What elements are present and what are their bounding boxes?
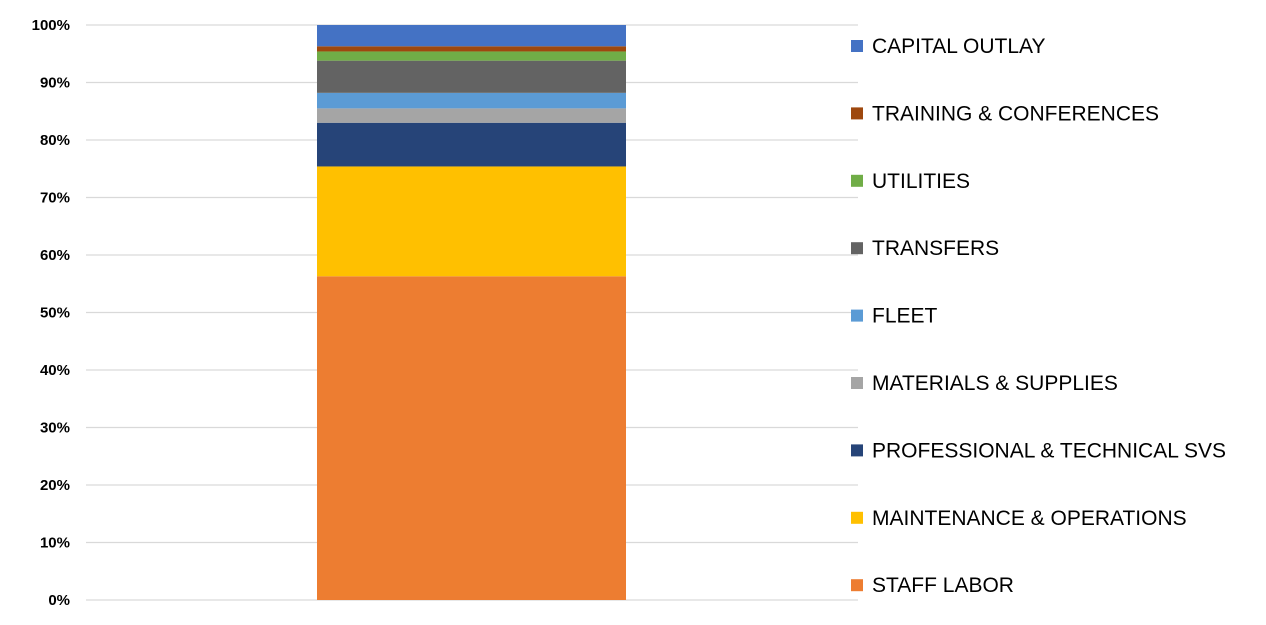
legend-swatch [851, 174, 863, 187]
bar-segment-transfers [317, 60, 626, 93]
bar-stack [317, 25, 626, 600]
y-tick-label: 20% [40, 477, 70, 494]
y-tick-label: 10% [40, 535, 70, 552]
legend-swatch [851, 511, 863, 524]
legend-label: CAPITAL OUTLAY [872, 35, 1046, 58]
legend-swatch [851, 40, 863, 52]
legend-label: PROFESSIONAL & TECHNICAL SVS [872, 439, 1226, 462]
legend-swatch [851, 107, 863, 120]
legend-swatch [851, 309, 863, 322]
y-tick-label: 80% [40, 132, 70, 149]
legend-swatch [851, 377, 863, 389]
legend-label: STAFF LABOR [872, 574, 1014, 597]
y-tick-label: 50% [40, 305, 70, 322]
bar-segment-capital-outlay [317, 25, 626, 47]
legend-label: MAINTENANCE & OPERATIONS [872, 507, 1187, 530]
bar-segment-staff-labor [317, 276, 626, 600]
legend-label: TRAINING & CONFERENCES [872, 102, 1159, 125]
legend-label: TRANSFERS [872, 237, 999, 260]
legend-swatch [851, 579, 863, 592]
y-tick-label: 70% [40, 190, 70, 207]
bar-segment-maintenance-operations [317, 166, 626, 277]
y-axis-ticks: 0% 10% 20% 30% 40% 50% 60% 70% 80% 90% 100% [32, 17, 70, 609]
legend-swatch [851, 444, 863, 457]
y-tick-label: 30% [40, 420, 70, 437]
legend-label: MATERIALS & SUPPLIES [872, 372, 1118, 395]
bar-segment-utilities [317, 51, 626, 61]
bar-segment-training-conferences [317, 46, 626, 52]
bar-segment-professional-technical-svs [317, 122, 626, 167]
y-tick-label: 100% [32, 17, 70, 34]
y-tick-label: 60% [40, 247, 70, 264]
legend-label: UTILITIES [872, 170, 970, 193]
legend-swatch [851, 242, 863, 255]
bar-segment-materials-supplies [317, 108, 626, 123]
y-tick-label: 90% [40, 75, 70, 92]
bar-segment-fleet [317, 92, 626, 109]
y-tick-label: 40% [40, 362, 70, 379]
legend: CAPITAL OUTLAY TRAINING & CONFERENCES UTIL… [851, 35, 1226, 597]
y-tick-label: 0% [48, 592, 70, 609]
legend-label: FLEET [872, 305, 938, 328]
